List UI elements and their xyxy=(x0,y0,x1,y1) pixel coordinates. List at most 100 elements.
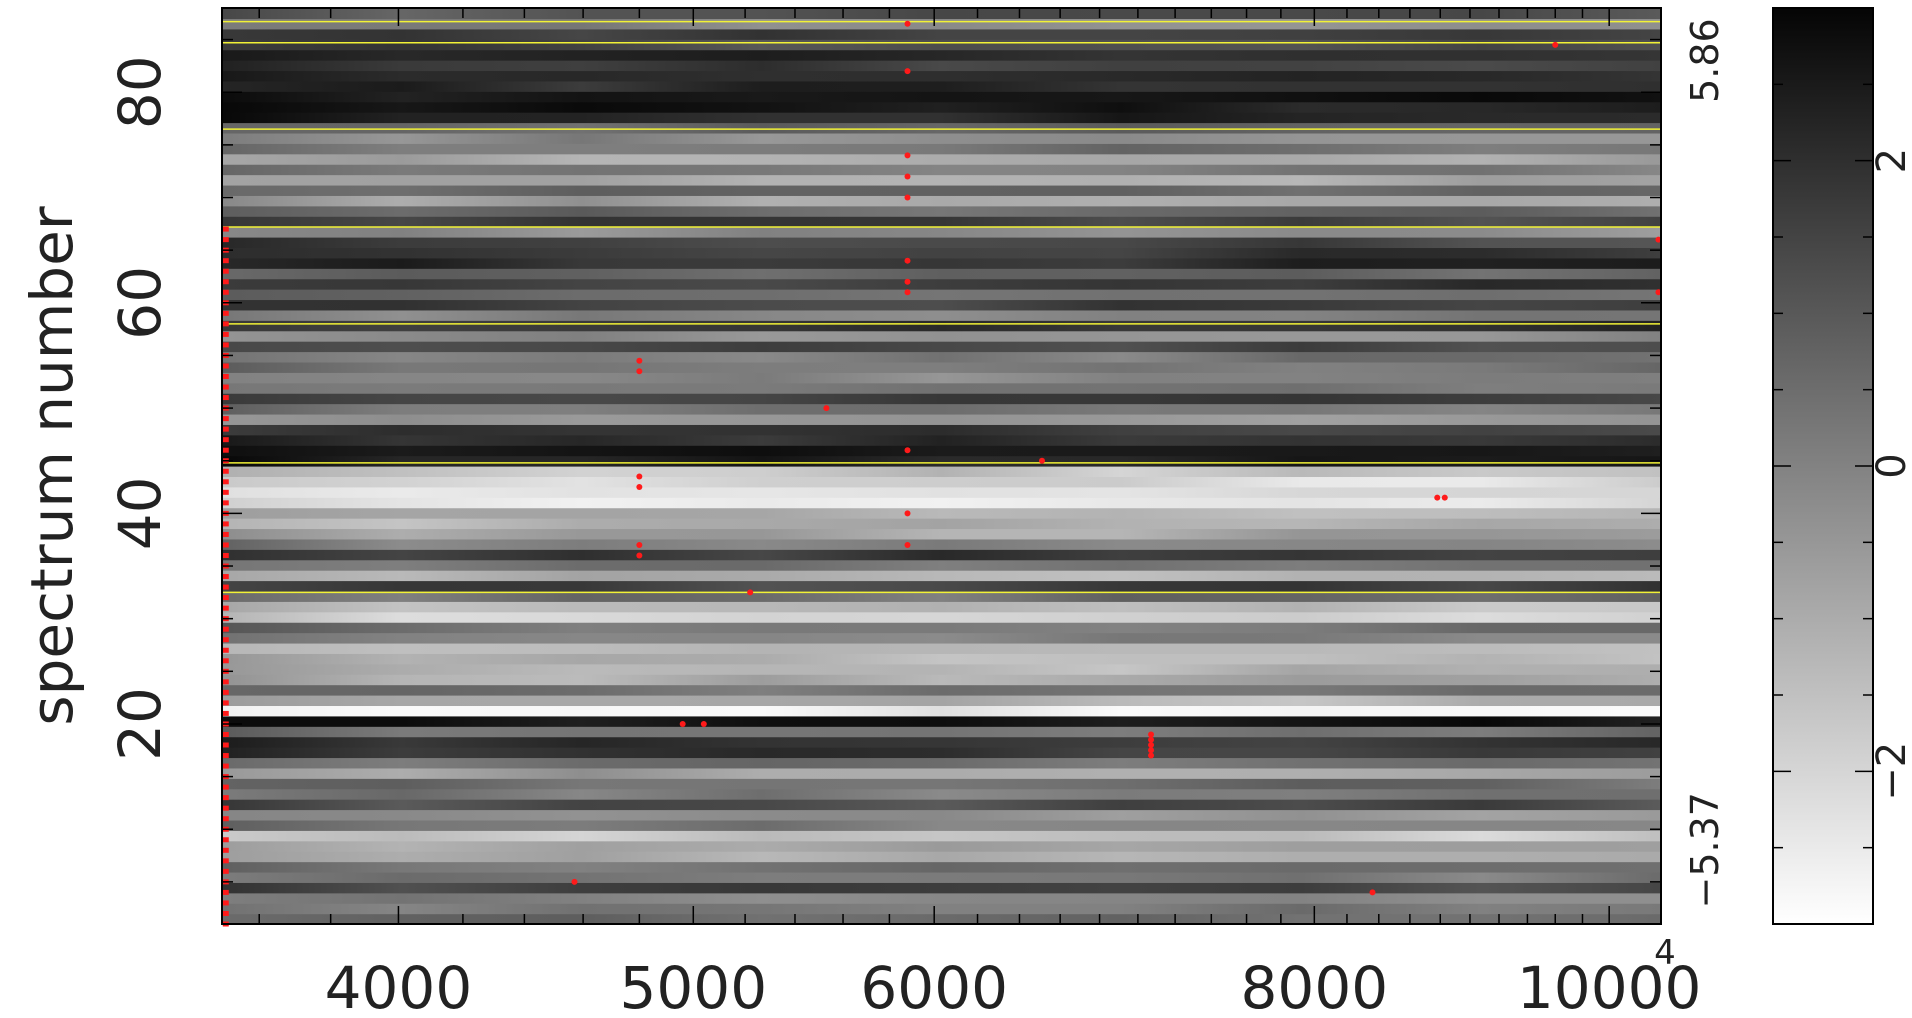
flagged-pixel-marker xyxy=(1148,736,1155,743)
heatmap-row xyxy=(222,518,1661,530)
flagged-pixel-marker xyxy=(222,416,229,422)
flagged-pixel-marker xyxy=(222,552,229,558)
flagged-pixel-marker xyxy=(747,589,754,596)
heatmap-row xyxy=(222,715,1661,727)
heatmap-row xyxy=(222,70,1661,82)
flagged-pixel-marker xyxy=(823,405,830,412)
heatmap-row xyxy=(222,278,1661,290)
heatmap-row xyxy=(222,476,1661,488)
heatmap-row xyxy=(222,268,1661,280)
heatmap-row xyxy=(222,632,1661,644)
flagged-pixel-marker xyxy=(222,321,229,327)
heatmap-row xyxy=(222,695,1661,707)
flagged-pixel-marker xyxy=(636,484,643,491)
flagged-pixel-marker xyxy=(636,368,643,375)
heatmap-row xyxy=(222,767,1661,779)
flagged-pixel-marker xyxy=(1655,236,1662,243)
flagged-pixel-marker xyxy=(222,679,229,685)
flagged-pixel-marker xyxy=(636,541,643,548)
side-value-label: −5.37 xyxy=(1683,792,1727,908)
heatmap-cells xyxy=(222,8,1661,924)
flagged-pixel-marker xyxy=(222,700,229,706)
flagged-pixel-marker xyxy=(904,68,911,75)
heatmap-row xyxy=(222,663,1661,675)
flagged-pixel-marker xyxy=(1148,731,1155,738)
flagged-pixel-marker xyxy=(222,374,229,380)
heatmap-row xyxy=(222,289,1661,301)
heatmap-row xyxy=(222,549,1661,561)
flagged-pixel-marker xyxy=(904,20,911,27)
colorbar-ticks: 2 0 −2 xyxy=(1773,7,1912,925)
flagged-pixel-marker xyxy=(222,626,229,632)
flagged-pixel-marker xyxy=(222,237,229,243)
flagged-pixel-marker xyxy=(1434,494,1441,501)
flagged-pixel-marker xyxy=(222,226,229,232)
flagged-pixel-marker xyxy=(222,647,229,653)
flagged-pixel-marker xyxy=(222,763,229,769)
flagged-pixel-marker xyxy=(222,447,229,453)
flagged-pixel-marker xyxy=(904,447,911,454)
colorbar-tick-label: 2 xyxy=(1869,148,1912,173)
y-tick-label: 60 xyxy=(106,266,174,340)
flagged-pixel-marker xyxy=(1552,41,1559,48)
heatmap-row xyxy=(222,80,1661,92)
y-tick-label: 20 xyxy=(106,687,174,761)
y-axis-ticks: 20 40 60 80 5.86 −5.37 xyxy=(106,18,1727,908)
heatmap-row xyxy=(222,674,1661,686)
flagged-pixel-marker xyxy=(222,910,229,916)
heatmap-row xyxy=(222,851,1661,863)
flagged-pixel-marker xyxy=(222,731,229,737)
heatmap-row xyxy=(222,653,1661,665)
heatmap-row xyxy=(222,226,1661,238)
flagged-pixel-marker xyxy=(222,584,229,590)
heatmap-row xyxy=(222,112,1661,124)
flagged-pixel-marker xyxy=(222,437,229,443)
flagged-pixel-marker xyxy=(222,574,229,580)
heatmap-row xyxy=(222,195,1661,207)
heatmap-row xyxy=(222,601,1661,613)
heatmap-row xyxy=(222,122,1661,134)
heatmap-row xyxy=(222,538,1661,550)
flagged-pixel-marker xyxy=(679,720,686,727)
heatmap-row xyxy=(222,424,1661,436)
heatmap-row xyxy=(222,372,1661,384)
heatmap-row xyxy=(222,403,1661,415)
flagged-pixel-marker xyxy=(222,342,229,348)
heatmap-row xyxy=(222,486,1661,498)
flagged-pixel-marker xyxy=(904,173,911,180)
heatmap-row xyxy=(222,809,1661,821)
flagged-pixel-marker xyxy=(222,868,229,874)
flagged-pixel-marker xyxy=(222,837,229,843)
heatmap-row xyxy=(222,393,1661,405)
heatmap-row xyxy=(222,101,1661,113)
heatmap-row xyxy=(222,184,1661,196)
flagged-pixel-marker xyxy=(222,363,229,369)
colorbar-tick-label: 0 xyxy=(1869,453,1912,478)
heatmap-row xyxy=(222,819,1661,831)
flagged-pixel-marker xyxy=(222,847,229,853)
heatmap-row xyxy=(222,528,1661,540)
heatmap-row xyxy=(222,611,1661,623)
heatmap-row xyxy=(222,622,1661,634)
plot-frame xyxy=(221,7,1662,925)
flagged-pixel-marker xyxy=(222,289,229,295)
heatmap-row xyxy=(222,580,1661,592)
flagged-pixel-marker xyxy=(222,395,229,401)
flagged-pixel-marker xyxy=(222,479,229,485)
x-tick-label: 8000 xyxy=(1241,954,1389,1018)
x-tick-label: 4000 xyxy=(325,954,473,1018)
flagged-pixel-marker xyxy=(222,521,229,527)
heatmap-row xyxy=(222,351,1661,363)
flagged-pixel-marker xyxy=(904,194,911,201)
flagged-pixel-marker xyxy=(1148,752,1155,759)
heatmap-row xyxy=(222,757,1661,769)
flagged-pixel-marker xyxy=(222,279,229,285)
flagged-pixel-marker xyxy=(904,152,911,159)
flagged-pixel-marker xyxy=(222,531,229,537)
flagged-pixel-marker xyxy=(222,426,229,432)
heatmap-row xyxy=(222,590,1661,602)
flagged-pixel-marker xyxy=(636,357,643,364)
flagged-pixel-marker xyxy=(1655,289,1662,296)
